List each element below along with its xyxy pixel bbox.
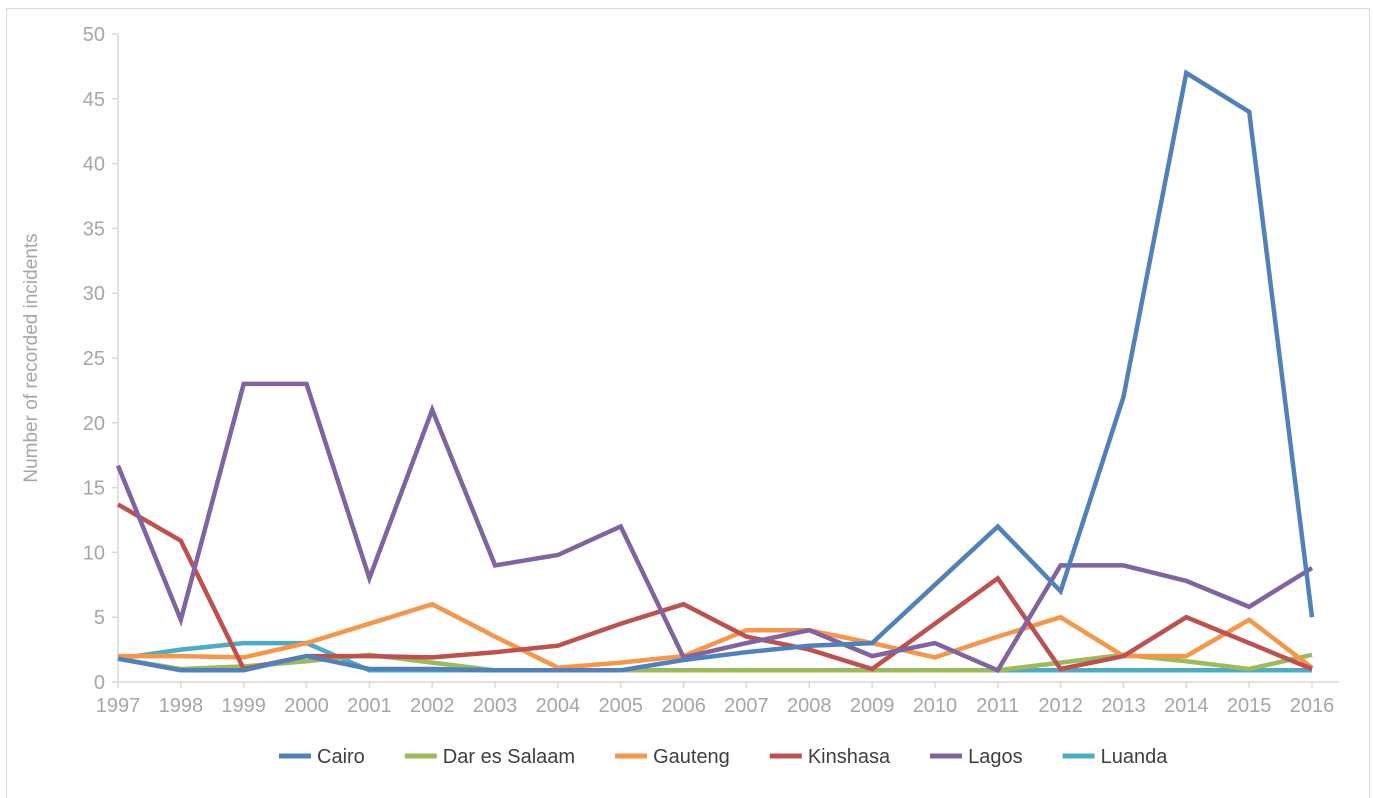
legend-label-dar-es-salaam: Dar es Salaam bbox=[443, 746, 575, 768]
legend-label-luanda: Luanda bbox=[1101, 746, 1169, 768]
x-ticks: 1997 1998 1999 2000 2001 2002 2003 2004 2005 2006… bbox=[96, 682, 1335, 717]
y-tick-label: 40 bbox=[83, 154, 105, 176]
legend-label-lagos: Lagos bbox=[968, 746, 1023, 768]
y-tick-label: 45 bbox=[83, 89, 105, 111]
legend-label-gauteng: Gauteng bbox=[653, 746, 730, 768]
x-tick-label: 1997 bbox=[96, 695, 141, 717]
legend-label-kinshasa: Kinshasa bbox=[808, 746, 891, 768]
x-tick-label: 2007 bbox=[724, 695, 769, 717]
series-line-cairo bbox=[117, 69, 1315, 673]
y-ticks: 0 5 10 15 20 25 30 35 40 45 50 bbox=[83, 24, 118, 694]
x-tick-label: 2000 bbox=[284, 695, 329, 717]
series-lines bbox=[115, 69, 1315, 674]
x-tick-label: 2009 bbox=[850, 695, 895, 717]
x-tick-label: 2002 bbox=[410, 695, 455, 717]
chart-frame bbox=[6, 8, 1370, 798]
x-tick-label: 2014 bbox=[1164, 695, 1209, 717]
y-tick-label: 50 bbox=[83, 24, 105, 46]
x-tick-label: 2016 bbox=[1290, 695, 1335, 717]
x-tick-label: 2004 bbox=[536, 695, 581, 717]
x-tick-label: 2008 bbox=[787, 695, 832, 717]
x-tick-label: 2011 bbox=[976, 695, 1019, 717]
y-tick-label: 35 bbox=[83, 218, 105, 240]
x-tick-label: 1998 bbox=[159, 695, 204, 717]
y-tick-label: 25 bbox=[83, 348, 105, 370]
x-tick-label: 2006 bbox=[661, 695, 706, 717]
series-line-gauteng bbox=[118, 601, 1314, 670]
x-tick-label: 2003 bbox=[473, 695, 518, 717]
y-tick-label: 30 bbox=[83, 283, 105, 305]
x-tick-label: 2001 bbox=[347, 695, 392, 717]
legend: Cairo Dar es Salaam Gauteng Kinshasa Lagos Lu… bbox=[279, 746, 1168, 768]
y-tick-label: 10 bbox=[83, 542, 105, 564]
y-tick-label: 0 bbox=[94, 672, 105, 694]
y-axis-label: Number of recorded incidents bbox=[21, 233, 42, 482]
y-tick-label: 20 bbox=[83, 413, 105, 435]
legend-label-cairo: Cairo bbox=[317, 746, 365, 768]
axes bbox=[117, 34, 1339, 683]
x-tick-label: 2012 bbox=[1038, 695, 1083, 717]
x-tick-label: 2013 bbox=[1101, 695, 1146, 717]
x-tick-label: 1999 bbox=[221, 695, 266, 717]
series-line-lagos bbox=[115, 381, 1314, 674]
y-tick-label: 5 bbox=[94, 607, 105, 629]
y-tick-label: 15 bbox=[83, 478, 105, 500]
x-tick-label: 2015 bbox=[1227, 695, 1272, 717]
x-tick-label: 2010 bbox=[913, 695, 958, 717]
x-tick-label: 2005 bbox=[598, 695, 643, 717]
